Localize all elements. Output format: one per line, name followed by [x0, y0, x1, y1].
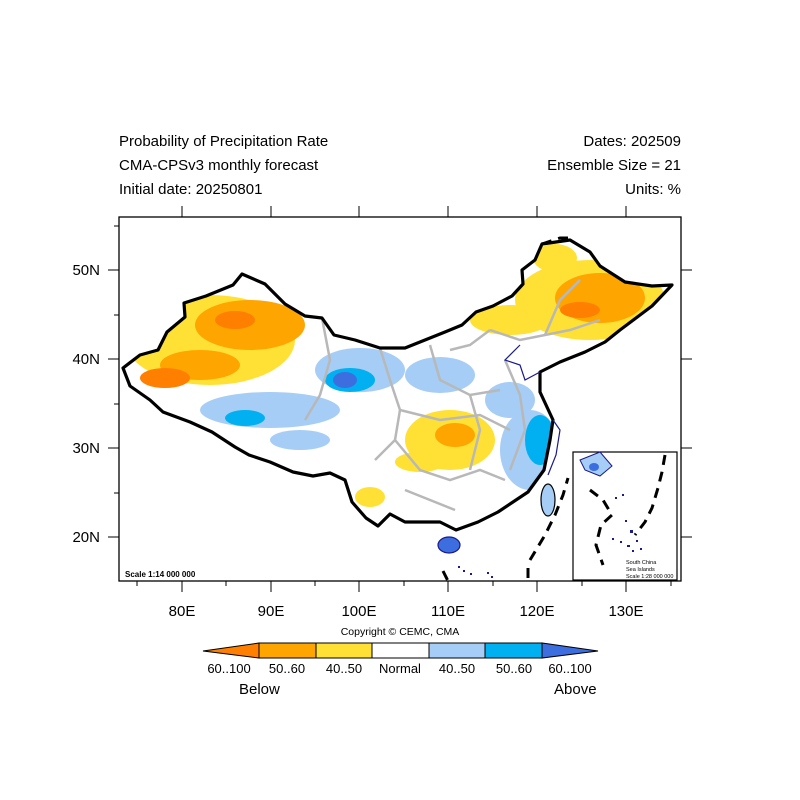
colorbar-label-2: 50..60: [268, 661, 306, 676]
colorbar-label-3: 40..50: [325, 661, 363, 676]
colorbar-above-label: Above: [554, 681, 597, 698]
china-border: [121, 238, 674, 532]
lat-tick-40n: 40N: [72, 351, 100, 368]
lon-tick-120e: 120E: [519, 603, 554, 620]
colorbar-above-50-60: [484, 642, 543, 659]
colorbar-below-60-100: [202, 642, 260, 659]
colorbar-label-1: 60..100: [207, 661, 251, 676]
lat-tick-20n: 20N: [72, 529, 100, 546]
colorbar: [202, 642, 599, 659]
colorbar-below-40-50: [315, 642, 373, 659]
colorbar-label-7: 60..100: [548, 661, 592, 676]
colorbar-below-label: Below: [239, 681, 280, 698]
colorbar-above-40-50: [428, 642, 486, 659]
axis-ticks: [108, 206, 692, 592]
colorbar-label-5: 40..50: [438, 661, 476, 676]
colorbar-normal: [371, 642, 430, 659]
colorbar-below-50-60: [258, 642, 317, 659]
inset-scale: Scale 1:28 000 000: [626, 574, 673, 580]
lon-tick-110e: 110E: [431, 603, 465, 620]
colorbar-label-6: 50..60: [495, 661, 533, 676]
lon-tick-90e: 90E: [258, 603, 285, 620]
colorbar-label-4: Normal: [379, 661, 421, 676]
title-line-3: Initial date: 20250801: [119, 181, 263, 198]
inset-label-1: South China: [626, 560, 657, 566]
lat-tick-50n: 50N: [72, 262, 100, 279]
lon-tick-80e: 80E: [169, 603, 196, 620]
lon-tick-130e: 130E: [608, 603, 643, 620]
units-label: Units: %: [625, 181, 681, 198]
lon-tick-100e: 100E: [341, 603, 376, 620]
ensemble-label: Ensemble Size = 21: [547, 157, 681, 174]
colorbar-above-60-100: [541, 642, 599, 659]
title-line-2: CMA-CPSv3 monthly forecast: [119, 157, 319, 174]
lat-tick-30n: 30N: [72, 440, 100, 457]
title-line-1: Probability of Precipitation Rate: [119, 133, 329, 150]
inset-label-2: Sea Islands: [626, 567, 655, 573]
dates-label: Dates: 202509: [583, 133, 681, 150]
inset-south-china-sea: South China Sea Islands Scale 1:28 000 0…: [572, 451, 678, 581]
main-scale-label: Scale 1:14 000 000: [125, 570, 196, 579]
copyright-notice: Copyright © CEMC, CMA: [340, 626, 460, 638]
taiwan-island: [540, 483, 556, 517]
hainan-island: [437, 536, 461, 554]
